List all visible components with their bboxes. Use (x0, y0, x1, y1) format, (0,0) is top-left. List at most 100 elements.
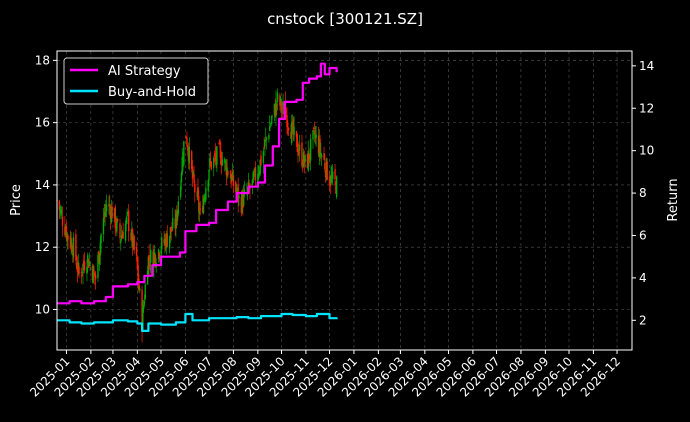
candle-body (209, 157, 211, 166)
candle-body (188, 146, 191, 164)
candle-body (86, 266, 88, 274)
candle-body (264, 139, 266, 147)
candle-body (254, 168, 256, 172)
candle-body (70, 240, 72, 248)
candle-body (295, 131, 298, 137)
candle-body (325, 158, 328, 180)
candle-body (80, 275, 83, 276)
candle-body (82, 264, 84, 274)
candle-body (273, 103, 276, 115)
candle-body (158, 252, 161, 259)
candle-body (276, 104, 278, 106)
candle-body (227, 171, 229, 176)
candle-body (252, 172, 254, 183)
y-tick-label-right: 12 (639, 101, 654, 115)
candle-body (254, 167, 257, 181)
candle-body (331, 177, 333, 179)
candle-body (83, 260, 85, 265)
candle-body (169, 227, 172, 238)
candle-body (335, 182, 337, 194)
candle-body (77, 261, 79, 269)
ai-strategy-line (57, 62, 338, 305)
candle-body (180, 173, 183, 183)
candle-body (191, 166, 194, 179)
candle-body (136, 256, 139, 269)
candle-body (120, 235, 123, 240)
candle-body (291, 122, 294, 124)
candle-body (220, 161, 223, 166)
candle-body (265, 137, 267, 139)
candle-body (194, 184, 196, 193)
candle-body (276, 92, 279, 102)
candle-body (207, 180, 209, 192)
candle-body (279, 95, 281, 106)
candle-body (192, 172, 194, 175)
return-lines (57, 62, 338, 332)
candle-body (120, 239, 122, 243)
candle-body (318, 139, 320, 157)
candle-body (99, 242, 102, 256)
candle-body (270, 121, 272, 125)
candle-body (130, 232, 132, 240)
candle-body (66, 233, 68, 241)
candle-body (301, 142, 303, 167)
candle-body (196, 191, 198, 198)
candle-body (161, 237, 163, 250)
candle-body (242, 195, 244, 208)
candle-body (323, 153, 325, 160)
candle-body (139, 288, 141, 291)
candle-body (268, 134, 270, 140)
candle-body (172, 217, 174, 229)
candle-body (218, 142, 220, 145)
candle-body (298, 144, 301, 151)
candle-body (65, 226, 68, 240)
candle-body (335, 176, 338, 197)
candle-body (210, 161, 213, 170)
candle-body (219, 146, 221, 148)
candle-body (190, 151, 193, 169)
candle-body (220, 150, 222, 165)
candle-body (202, 198, 205, 213)
candle-body (164, 238, 166, 244)
candle-body (92, 266, 94, 284)
candle-body (303, 156, 306, 165)
candle-body (81, 271, 83, 273)
candle-body (257, 172, 260, 174)
candle-body (133, 236, 135, 250)
candle-body (94, 274, 97, 280)
candle-body (307, 150, 309, 171)
candle-body (253, 174, 255, 177)
candle-body (315, 134, 317, 139)
candle-body (103, 213, 105, 218)
buy-and-hold-line (57, 312, 338, 332)
candle-body (243, 189, 246, 193)
candle-body (179, 186, 182, 198)
candle-body (100, 234, 102, 244)
candle-body (185, 136, 187, 139)
candle-body (182, 160, 184, 162)
candle-body (231, 176, 233, 181)
candle-body (240, 196, 243, 213)
candle-body (105, 207, 107, 208)
candle-body (97, 254, 99, 279)
candle-body (109, 209, 112, 220)
candle-body (324, 170, 327, 178)
candle-body (168, 235, 171, 249)
candle-body (116, 219, 118, 232)
candle-body (64, 231, 67, 235)
candle-body (87, 259, 90, 268)
candle-body (98, 254, 101, 265)
candle-body (72, 237, 75, 258)
candle-body (144, 284, 146, 300)
y-tick-label-right: 4 (639, 271, 647, 285)
candle-body (285, 115, 287, 117)
y-tick-label-right: 10 (639, 144, 654, 158)
candle-body (165, 232, 168, 247)
candle-body (149, 264, 151, 266)
candle-body (268, 126, 271, 132)
candle-body (330, 175, 332, 183)
candle-body (121, 234, 124, 238)
candle-body (126, 212, 128, 214)
candle-body (238, 195, 240, 199)
candle-body (208, 169, 210, 181)
